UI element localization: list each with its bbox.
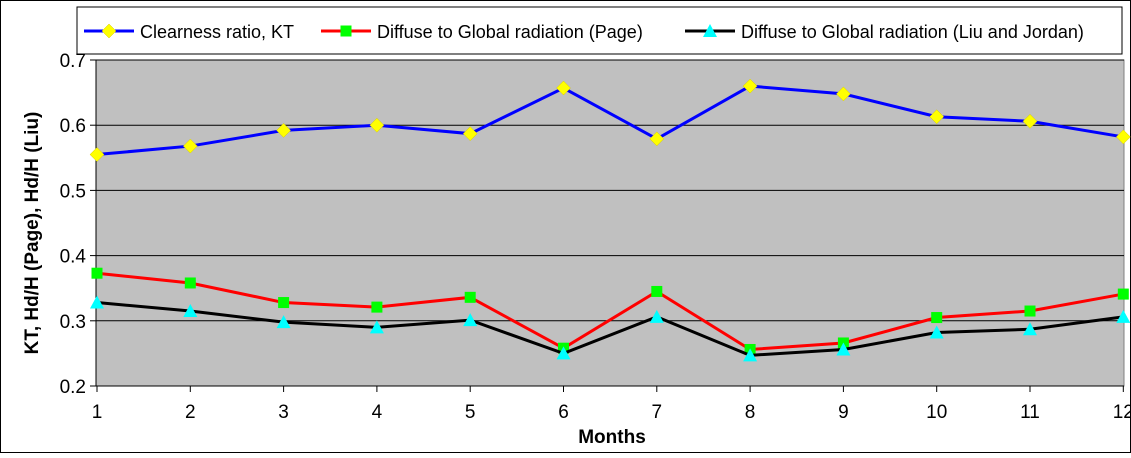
- data-point: [836, 342, 851, 356]
- x-tick-label: 3: [278, 402, 289, 423]
- data-point: [929, 325, 944, 339]
- data-point: [91, 267, 103, 279]
- data-point: [89, 147, 105, 162]
- legend-entry: Diffuse to Global radiation (Liu and Jor…: [685, 22, 1084, 42]
- series-3: [90, 295, 1131, 362]
- data-point: [1115, 129, 1131, 145]
- y-axis-title: KT, Hd/H (Page), Hd/H (Liu): [22, 112, 43, 355]
- legend-swatch-marker: [703, 24, 717, 37]
- data-point: [836, 86, 851, 102]
- data-point: [462, 126, 478, 142]
- legend-entry: Diffuse to Global radiation (Page): [321, 22, 643, 42]
- y-axis-ticks: 0.2 0.3 0.4 0.5 0.6 0.7: [60, 51, 97, 398]
- legend-entries: Clearness ratio, KT Diffuse to Global rad…: [84, 22, 1084, 42]
- data-point: [278, 297, 290, 309]
- data-point: [276, 123, 291, 138]
- data-point: [929, 109, 945, 125]
- data-point: [742, 78, 758, 94]
- y-tick-label: 0.7: [60, 51, 86, 72]
- x-tick-label: 1: [92, 402, 103, 423]
- x-tick-label: 10: [926, 402, 947, 423]
- data-point: [464, 291, 476, 303]
- x-axis-ticks: 1 2 3 4 5 6 7 8 9 10 11 12: [92, 385, 1131, 423]
- data-point: [649, 131, 665, 147]
- y-tick-label: 0.2: [60, 377, 86, 398]
- data-point: [276, 315, 291, 329]
- data-point: [743, 348, 758, 362]
- data-point: [369, 320, 384, 334]
- data-point: [1117, 288, 1129, 300]
- plot-area: [95, 59, 1125, 387]
- data-point: [184, 277, 196, 289]
- data-point: [1023, 322, 1037, 336]
- data-point: [182, 138, 198, 154]
- data-point: [651, 285, 663, 297]
- data-point: [183, 304, 198, 318]
- y-tick-label: 0.6: [60, 116, 86, 137]
- series-line: [96, 271, 1124, 352]
- legend-box: [76, 6, 1123, 55]
- data-point: [1022, 113, 1038, 129]
- x-tick-label: 12: [1113, 402, 1131, 423]
- data-point: [649, 309, 664, 323]
- x-tick-label: 5: [465, 402, 476, 423]
- data-point: [556, 346, 571, 360]
- series-line: [96, 84, 1124, 157]
- data-point: [931, 312, 943, 324]
- y-tick-label: 0.5: [60, 181, 86, 202]
- x-tick-label: 4: [372, 402, 383, 423]
- x-axis-title: Months: [578, 427, 646, 448]
- data-point: [556, 80, 571, 96]
- data-point: [463, 313, 478, 327]
- y-tick-label: 0.3: [60, 312, 86, 333]
- data-point: [371, 301, 383, 313]
- data-point: [1116, 309, 1131, 323]
- legend-label: Diffuse to Global radiation (Liu and Jor…: [741, 22, 1084, 42]
- series-line: [96, 301, 1124, 357]
- x-tick-label: 8: [745, 402, 756, 423]
- legend: Clearness ratio, KT Diffuse to Global rad…: [76, 6, 1123, 55]
- legend-swatch-marker: [101, 23, 117, 39]
- series-1: [89, 78, 1131, 162]
- legend-entry: Clearness ratio, KT: [84, 22, 294, 42]
- x-tick-label: 9: [838, 402, 849, 423]
- x-tick-label: 6: [558, 402, 569, 423]
- data-point: [369, 117, 385, 133]
- x-tick-label: 7: [652, 402, 663, 423]
- data-point: [90, 295, 104, 309]
- legend-label: Diffuse to Global radiation (Page): [377, 22, 643, 42]
- legend-swatch-marker: [340, 25, 352, 37]
- data-point: [1024, 305, 1036, 317]
- x-tick-label: 11: [1020, 402, 1040, 423]
- x-tick-label: 2: [185, 402, 196, 423]
- y-tick-label: 0.4: [60, 247, 87, 268]
- legend-label: Clearness ratio, KT: [140, 22, 294, 42]
- series-layer: [89, 78, 1131, 362]
